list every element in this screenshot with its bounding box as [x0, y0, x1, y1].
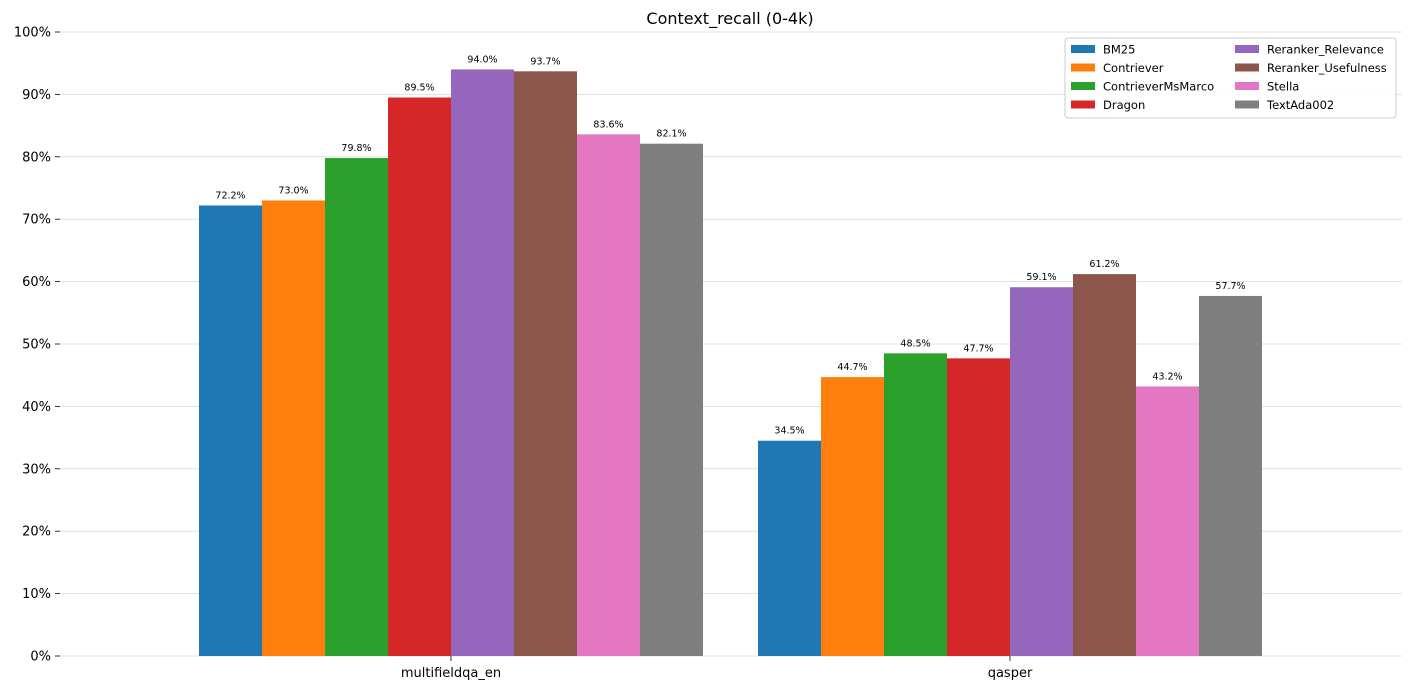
bar	[1199, 295, 1262, 656]
y-tick-label: 90%	[22, 88, 51, 103]
bar	[451, 69, 514, 656]
bar	[577, 134, 640, 656]
data-label: 82.1%	[656, 129, 686, 140]
data-label: 43.2%	[1152, 371, 1182, 382]
bar	[640, 143, 703, 657]
y-tick-label: 30%	[22, 462, 51, 477]
bar	[1010, 287, 1073, 656]
legend-box	[1064, 37, 1397, 119]
data-label: 83.6%	[593, 119, 623, 130]
data-label: 44.7%	[837, 362, 867, 373]
legend-swatch	[1235, 100, 1259, 109]
data-label: 34.5%	[774, 426, 804, 437]
y-tick-label: 20%	[22, 525, 51, 540]
legend-label: BM25	[1103, 43, 1135, 57]
bar	[325, 158, 388, 656]
x-axis: multifieldqa_en qasper	[401, 656, 1033, 681]
x-tick-label: multifieldqa_en	[401, 666, 501, 681]
data-label: 72.2%	[215, 190, 245, 201]
y-tick-label: 10%	[22, 587, 51, 602]
bar	[514, 71, 577, 656]
data-label: 79.8%	[341, 143, 371, 154]
legend-swatch	[1235, 82, 1259, 90]
legend-swatch	[1071, 100, 1095, 109]
x-tick-label: qasper	[988, 666, 1033, 681]
data-label: 57.7%	[1215, 281, 1245, 292]
legend-swatch	[1235, 63, 1259, 72]
legend-swatch	[1071, 63, 1095, 72]
bar	[199, 205, 262, 657]
bar	[388, 97, 451, 656]
y-tick-label: 0%	[30, 650, 51, 665]
legend-swatch	[1235, 45, 1259, 53]
data-label: 59.1%	[1026, 272, 1056, 283]
bars	[199, 69, 1262, 657]
legend-swatch	[1071, 82, 1095, 90]
bar	[884, 353, 947, 656]
legend-label: Reranker_Relevance	[1267, 43, 1384, 57]
bar	[262, 200, 325, 657]
bar	[821, 377, 884, 656]
legend: BM25 Contriever ContrieverMsMarco Dragon Rer…	[1064, 37, 1397, 119]
y-tick-label: 100%	[14, 26, 51, 41]
data-label: 73.0%	[278, 185, 308, 196]
legend-swatch	[1071, 45, 1095, 53]
legend-label: Contriever	[1103, 61, 1164, 75]
data-label: 47.7%	[963, 343, 993, 354]
y-tick-label: 60%	[22, 275, 51, 290]
data-label: 94.0%	[467, 54, 497, 65]
bar	[758, 440, 821, 656]
y-tick-label: 40%	[22, 400, 51, 415]
data-label: 48.5%	[900, 338, 930, 349]
data-label: 93.7%	[530, 56, 560, 67]
y-tick-label: 50%	[22, 338, 51, 353]
legend-label: TextAda002	[1266, 98, 1334, 112]
bar	[1073, 274, 1136, 656]
legend-label: Dragon	[1103, 98, 1145, 112]
legend-label: Stella	[1267, 80, 1299, 94]
y-tick-label: 80%	[22, 150, 51, 165]
legend-label: ContrieverMsMarco	[1103, 80, 1214, 94]
bar	[947, 358, 1010, 656]
data-label: 61.2%	[1089, 259, 1119, 270]
y-axis: 0% 10% 20% 30% 40% 50% 60% 70% 80% 90% 100%	[14, 26, 60, 665]
data-label: 89.5%	[404, 83, 434, 94]
y-tick-label: 70%	[22, 213, 51, 228]
chart-title: Context_recall (0-4k)	[646, 9, 813, 29]
legend-label: Reranker_Usefulness	[1267, 61, 1387, 75]
bar	[1136, 386, 1199, 656]
data-labels: 72.2% 73.0% 79.8% 89.5% 94.0% 93.7% 83.6% 82.1%…	[215, 54, 1245, 436]
